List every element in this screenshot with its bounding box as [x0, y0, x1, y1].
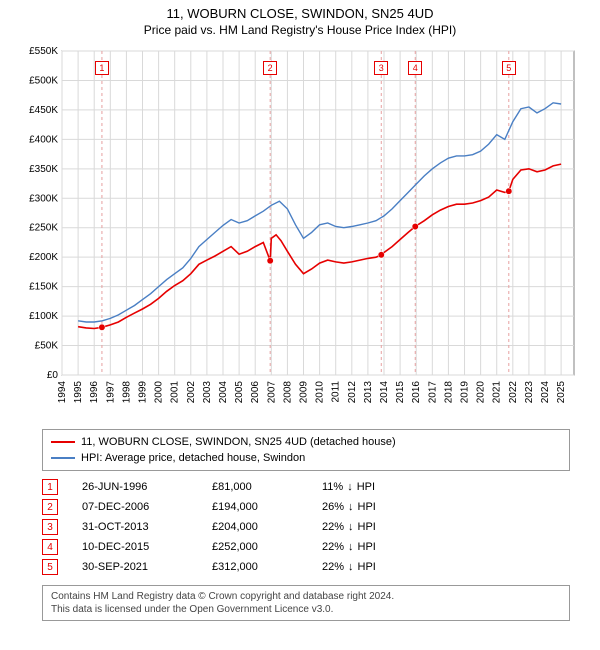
svg-text:2002: 2002	[186, 381, 197, 404]
sale-price: £252,000	[212, 541, 322, 553]
svg-text:2022: 2022	[508, 381, 519, 404]
sale-marker-2: 2	[263, 61, 277, 75]
sale-marker-1: 1	[95, 61, 109, 75]
svg-text:£550K: £550K	[29, 46, 58, 57]
svg-text:2012: 2012	[347, 381, 358, 404]
svg-text:2020: 2020	[476, 381, 487, 404]
chart-subtitle: Price paid vs. HM Land Registry's House …	[0, 23, 600, 37]
sale-marker-3: 3	[374, 61, 388, 75]
footer: Contains HM Land Registry data © Crown c…	[42, 585, 570, 621]
svg-text:1995: 1995	[73, 381, 84, 404]
sale-number: 2	[42, 499, 58, 515]
sale-row: 3 31-OCT-2013£204,00022% ↓ HPI	[42, 517, 570, 537]
sale-price: £312,000	[212, 561, 322, 573]
sale-date: 30-SEP-2021	[82, 561, 212, 573]
svg-text:£350K: £350K	[29, 164, 58, 175]
svg-text:2013: 2013	[363, 381, 374, 404]
svg-text:2021: 2021	[492, 381, 503, 404]
sale-number: 5	[42, 559, 58, 575]
svg-text:2025: 2025	[556, 381, 567, 404]
svg-text:1994: 1994	[57, 381, 68, 404]
down-arrow-icon: ↓	[347, 481, 353, 493]
legend-label-2: HPI: Average price, detached house, Swin…	[81, 452, 305, 464]
sale-number: 3	[42, 519, 58, 535]
down-arrow-icon: ↓	[348, 561, 354, 573]
line-chart-svg: £0 £50K £100K £150K £200K £250K £300K £350K £400…	[20, 43, 580, 423]
svg-text:2018: 2018	[443, 381, 454, 404]
svg-text:£250K: £250K	[29, 223, 58, 234]
svg-text:£500K: £500K	[29, 75, 58, 86]
svg-text:2003: 2003	[202, 381, 213, 404]
sale-row: 5 30-SEP-2021£312,00022% ↓ HPI	[42, 557, 570, 577]
footer-line2: This data is licensed under the Open Gov…	[51, 603, 561, 616]
svg-text:2015: 2015	[395, 381, 406, 404]
svg-text:£200K: £200K	[29, 252, 58, 263]
chart-area: £0 £50K £100K £150K £200K £250K £300K £350K £400…	[20, 43, 580, 423]
svg-text:2016: 2016	[411, 381, 422, 404]
sale-date: 07-DEC-2006	[82, 501, 212, 513]
sale-price: £204,000	[212, 521, 322, 533]
svg-text:2007: 2007	[266, 381, 277, 404]
svg-text:2024: 2024	[540, 381, 551, 404]
chart-container: 11, WOBURN CLOSE, SWINDON, SN25 4UD Pric…	[0, 0, 600, 650]
down-arrow-icon: ↓	[348, 501, 354, 513]
sale-date: 26-JUN-1996	[82, 481, 212, 493]
svg-text:£0: £0	[47, 370, 59, 381]
svg-text:£100K: £100K	[29, 311, 58, 322]
legend-row-1: 11, WOBURN CLOSE, SWINDON, SN25 4UD (det…	[51, 434, 561, 450]
svg-text:2010: 2010	[315, 381, 326, 404]
sale-price: £81,000	[212, 481, 322, 493]
svg-text:2000: 2000	[154, 381, 165, 404]
svg-text:2017: 2017	[427, 381, 438, 404]
chart-title: 11, WOBURN CLOSE, SWINDON, SN25 4UD	[0, 6, 600, 21]
sale-diff: 22% ↓ HPI	[322, 561, 442, 573]
legend-row-2: HPI: Average price, detached house, Swin…	[51, 450, 561, 466]
svg-text:£450K: £450K	[29, 105, 58, 116]
sale-row: 2 07-DEC-2006£194,00026% ↓ HPI	[42, 497, 570, 517]
svg-text:1999: 1999	[138, 381, 149, 404]
sale-date: 31-OCT-2013	[82, 521, 212, 533]
sale-diff: 22% ↓ HPI	[322, 541, 442, 553]
svg-text:2008: 2008	[282, 381, 293, 404]
sale-date: 10-DEC-2015	[82, 541, 212, 553]
sale-marker-5: 5	[502, 61, 516, 75]
svg-text:2001: 2001	[170, 381, 181, 404]
svg-text:2023: 2023	[524, 381, 535, 404]
svg-text:2004: 2004	[218, 381, 229, 404]
legend-swatch-red	[51, 441, 75, 443]
down-arrow-icon: ↓	[348, 541, 354, 553]
sale-diff: 22% ↓ HPI	[322, 521, 442, 533]
svg-text:£50K: £50K	[35, 341, 59, 352]
svg-text:2019: 2019	[460, 381, 471, 404]
footer-line1: Contains HM Land Registry data © Crown c…	[51, 590, 561, 603]
svg-text:2006: 2006	[250, 381, 261, 404]
sale-number: 4	[42, 539, 58, 555]
down-arrow-icon: ↓	[348, 521, 354, 533]
sale-diff: 26% ↓ HPI	[322, 501, 442, 513]
legend-label-1: 11, WOBURN CLOSE, SWINDON, SN25 4UD (det…	[81, 436, 396, 448]
titles: 11, WOBURN CLOSE, SWINDON, SN25 4UD Pric…	[0, 0, 600, 37]
sale-number: 1	[42, 479, 58, 495]
sale-row: 4 10-DEC-2015£252,00022% ↓ HPI	[42, 537, 570, 557]
svg-text:2014: 2014	[379, 381, 390, 404]
sale-diff: 11% ↓ HPI	[322, 481, 442, 493]
svg-text:£300K: £300K	[29, 193, 58, 204]
sale-row: 1 26-JUN-1996£81,00011% ↓ HPI	[42, 477, 570, 497]
svg-text:£150K: £150K	[29, 282, 58, 293]
svg-text:1996: 1996	[89, 381, 100, 404]
svg-text:1998: 1998	[121, 381, 132, 404]
svg-text:2011: 2011	[331, 381, 342, 403]
legend-swatch-blue	[51, 457, 75, 459]
sale-marker-4: 4	[408, 61, 422, 75]
sales-table: 1 26-JUN-1996£81,00011% ↓ HPI 2 07-DEC-2006…	[42, 477, 570, 577]
sale-price: £194,000	[212, 501, 322, 513]
svg-text:1997: 1997	[105, 381, 116, 404]
svg-text:2009: 2009	[299, 381, 310, 404]
legend: 11, WOBURN CLOSE, SWINDON, SN25 4UD (det…	[42, 429, 570, 471]
svg-text:£400K: £400K	[29, 134, 58, 145]
svg-text:2005: 2005	[234, 381, 245, 404]
